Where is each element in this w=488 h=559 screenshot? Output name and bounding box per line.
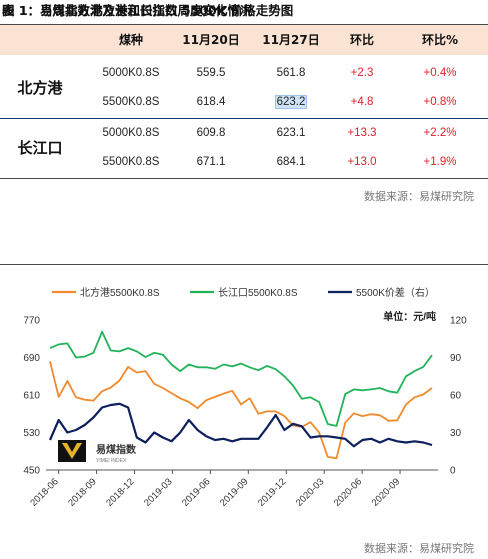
north-port-line — [49, 361, 433, 460]
watermark-sub: YIMEI INDEX — [96, 458, 127, 464]
price-trend-chart: 北方港5500K0.8S 长江口5500K0.8S 5500K价差（右） 单位：… — [23, 286, 467, 509]
cell-change: +2.3 — [350, 67, 374, 79]
cell-nov20: 671.1 — [196, 156, 226, 168]
y-left-tick-label: 610 — [23, 391, 40, 402]
cell-nov20: 559.5 — [196, 67, 226, 79]
table-header-row — [0, 25, 488, 55]
legend-yangtze: 长江口5500K0.8S — [218, 287, 298, 299]
region-yangtze: 长江口 — [17, 139, 63, 157]
table-bottom-rule — [0, 178, 488, 179]
cell-change: +13.3 — [347, 127, 377, 139]
header-nov20: 11月20日 — [182, 33, 240, 47]
y-right-tick-label: 0 — [450, 466, 456, 477]
cell-pct: +0.8% — [423, 96, 457, 108]
y-right-tick-label: 60 — [450, 391, 462, 402]
legend-spread: 5500K价差（右） — [356, 286, 435, 299]
cell-nov27: 684.1 — [276, 156, 306, 168]
x-tick-label: 2018-09 — [66, 476, 98, 508]
watermark-name: 易煤指数 — [96, 443, 137, 456]
x-tick-label: 2019-09 — [218, 476, 250, 508]
header-change: 环比 — [349, 33, 374, 47]
x-tick-label: 2020-03 — [294, 476, 326, 508]
cell-nov27: 623.1 — [276, 127, 306, 139]
header-coal: 煤种 — [118, 33, 143, 47]
cell-coal: 5500K0.8S — [102, 96, 160, 108]
table-top-rule — [0, 24, 488, 25]
legend-north-port: 北方港5500K0.8S — [80, 286, 160, 299]
x-tick-label: 2019-06 — [180, 476, 212, 508]
unit-label: 单位：元/吨 — [383, 310, 436, 323]
x-tick-label: 2020-09 — [370, 476, 402, 508]
cell-change: +4.8 — [350, 96, 374, 108]
table-title: 表 1：当周北方港及长江口指数周度变化情况 — [2, 3, 253, 18]
selected-value[interactable]: 623.2 — [274, 95, 308, 109]
cell-coal: 5500K0.8S — [102, 156, 160, 168]
y-left-tick-label: 450 — [23, 466, 40, 477]
cell-pct: +1.9% — [423, 156, 457, 168]
y-left-tick-label: 690 — [23, 353, 40, 364]
x-tick-label: 2018-06 — [28, 476, 60, 508]
region-north-port: 北方港 — [17, 79, 63, 97]
watermark-logo: 易煤指数 YIMEI INDEX — [58, 440, 137, 464]
cell-pct: +2.2% — [423, 127, 457, 139]
cell-nov20: 618.4 — [196, 96, 226, 108]
chart-legend: 北方港5500K0.8S 长江口5500K0.8S 5500K价差（右） — [52, 286, 435, 299]
y-right-tick-label: 90 — [450, 353, 462, 364]
cell-nov27: 561.8 — [276, 67, 306, 79]
cell-pct: +0.4% — [423, 67, 457, 79]
x-tick-label: 2019-03 — [142, 476, 174, 508]
cell-nov27-selected[interactable]: 623.2 — [246, 91, 336, 113]
y-left-tick-label: 770 — [23, 316, 40, 327]
y-right-tick-label: 30 — [450, 428, 462, 439]
x-tick-label: 2019-12 — [256, 476, 288, 508]
figure-source: 数据来源：易煤研究院 — [364, 542, 474, 555]
cell-change: +13.0 — [347, 156, 377, 168]
cell-coal: 5000K0.8S — [102, 127, 160, 139]
group-divider — [0, 118, 488, 119]
watermark-v-icon — [62, 443, 82, 459]
figure-title: 图 1：易煤指数北方港和长江口 5500K 价格走势图 — [2, 3, 294, 18]
cell-nov20: 609.8 — [196, 127, 226, 139]
header-nov27: 11月27日 — [262, 33, 320, 47]
figure-top-rule — [0, 264, 488, 265]
x-tick-label: 2018-12 — [104, 476, 136, 508]
table-source: 数据来源：易煤研究院 — [364, 190, 474, 203]
y-right-tick-label: 120 — [450, 316, 467, 327]
yangtze-line — [49, 330, 433, 427]
header-pct: 环比% — [421, 33, 459, 47]
x-tick-label: 2020-06 — [332, 476, 364, 508]
y-left-tick-label: 530 — [23, 428, 40, 439]
cell-coal: 5000K0.8S — [102, 67, 160, 79]
spread-line — [48, 402, 433, 448]
